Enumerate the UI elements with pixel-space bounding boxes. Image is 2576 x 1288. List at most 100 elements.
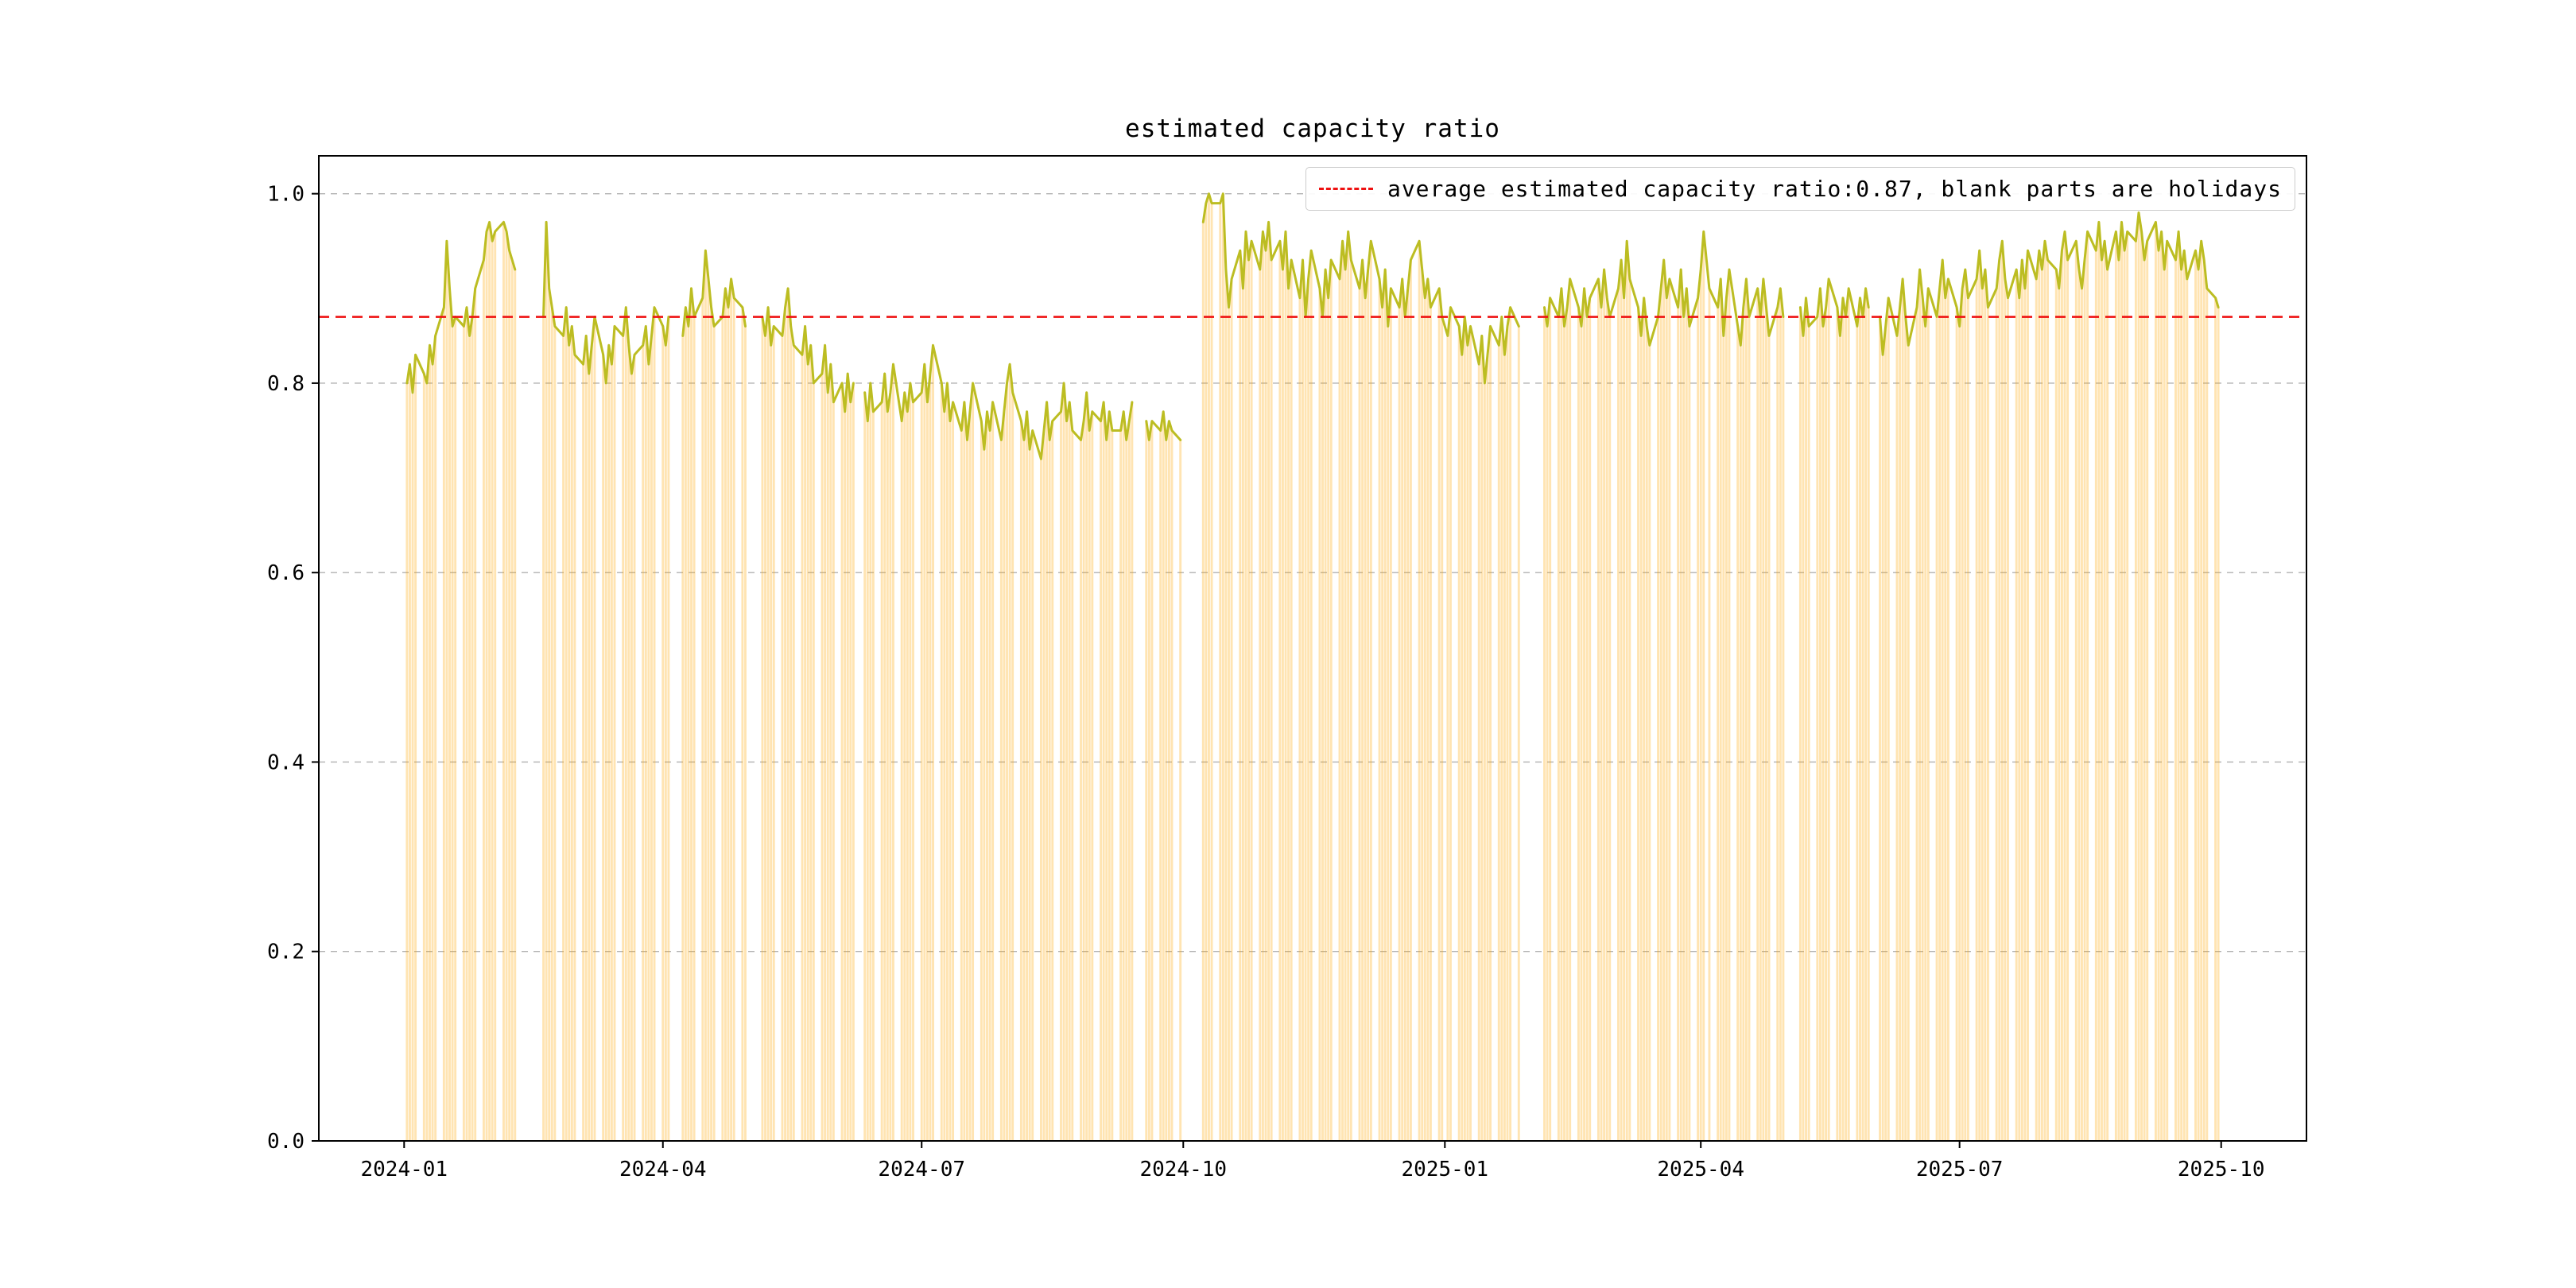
- day-bar: [1324, 269, 1327, 1142]
- day-bar: [1816, 316, 1819, 1141]
- day-bar: [1904, 316, 1907, 1141]
- day-bar: [1881, 355, 1884, 1141]
- day-bar: [542, 316, 545, 1141]
- day-bar: [661, 326, 665, 1142]
- day-bar: [772, 326, 775, 1142]
- day-bar: [744, 326, 747, 1142]
- day-bar: [1645, 326, 1648, 1142]
- day-bar: [627, 345, 630, 1141]
- day-bar: [1446, 336, 1449, 1141]
- day-bar: [1798, 307, 1802, 1141]
- day-bar: [1461, 355, 1464, 1141]
- day-bar: [832, 402, 835, 1141]
- day-bar: [1423, 297, 1426, 1142]
- day-bar: [1449, 307, 1452, 1141]
- day-bar: [2097, 222, 2101, 1141]
- day-bar: [2106, 269, 2109, 1142]
- day-bar: [1201, 222, 1205, 1141]
- day-bar: [1298, 297, 1302, 1142]
- day-bar: [684, 307, 687, 1141]
- day-bar: [1697, 297, 1700, 1142]
- day-bar: [1895, 336, 1899, 1141]
- day-bar: [1264, 250, 1267, 1141]
- day-bar: [491, 241, 494, 1142]
- day-bar: [1250, 241, 1253, 1142]
- day-bar: [2058, 288, 2061, 1141]
- day-bar: [721, 316, 724, 1141]
- day-bar: [1623, 297, 1626, 1142]
- day-bar: [2117, 260, 2120, 1141]
- day-bar: [1127, 421, 1131, 1141]
- day-bar: [1679, 269, 1682, 1142]
- day-bar: [1068, 402, 1071, 1141]
- day-bar: [732, 297, 735, 1142]
- day-bar: [1429, 307, 1432, 1141]
- day-bar: [1776, 307, 1779, 1141]
- day-bar: [607, 345, 611, 1141]
- day-bar: [510, 260, 514, 1141]
- day-bar: [960, 430, 963, 1141]
- x-tick-label: 2025-10: [2178, 1158, 2265, 1181]
- day-bar: [701, 297, 704, 1142]
- day-bar: [2083, 260, 2086, 1141]
- day-bar: [2214, 297, 2217, 1142]
- day-bar: [963, 402, 966, 1141]
- day-bar: [630, 374, 633, 1141]
- day-bar: [1278, 241, 1282, 1142]
- day-bar: [2066, 260, 2070, 1141]
- day-bar: [1205, 203, 1208, 1141]
- day-bar: [1549, 297, 1552, 1142]
- day-bar: [1304, 316, 1307, 1141]
- day-bar: [707, 278, 710, 1142]
- day-bar: [414, 355, 417, 1141]
- day-bar: [2023, 288, 2027, 1141]
- day-bar: [730, 278, 733, 1142]
- day-bar: [1847, 288, 1850, 1141]
- day-bar: [966, 440, 968, 1141]
- day-bar: [2007, 297, 2009, 1142]
- x-tick-label: 2024-01: [361, 1158, 448, 1181]
- day-bar: [727, 307, 730, 1141]
- day-bar: [1022, 440, 1026, 1141]
- day-bar: [886, 411, 889, 1141]
- day-bar: [1145, 421, 1148, 1141]
- day-bar: [653, 307, 656, 1141]
- day-bar: [764, 336, 766, 1141]
- day-bar: [1899, 307, 1902, 1141]
- day-bar: [1546, 326, 1549, 1142]
- day-bar: [1318, 288, 1321, 1141]
- day-bar: [411, 392, 414, 1142]
- day-bar: [1219, 203, 1222, 1141]
- day-bar: [1483, 382, 1486, 1141]
- day-bar: [687, 326, 690, 1142]
- day-bar: [1543, 307, 1546, 1141]
- day-bar: [1302, 260, 1304, 1141]
- day-bar: [1975, 278, 1978, 1142]
- day-bar: [1665, 297, 1668, 1142]
- day-bar: [1221, 193, 1224, 1141]
- day-bar: [1517, 326, 1520, 1142]
- day-bar: [1208, 193, 1210, 1141]
- day-bar: [980, 421, 983, 1141]
- day-bar: [1383, 269, 1387, 1142]
- day-bar: [1699, 269, 1702, 1142]
- day-bar: [1421, 269, 1424, 1142]
- day-bar: [573, 355, 576, 1141]
- day-bar: [1921, 297, 1924, 1142]
- day-bar: [1179, 440, 1182, 1141]
- day-bar: [1924, 326, 1927, 1142]
- day-bar: [1071, 430, 1074, 1141]
- day-bar: [2157, 250, 2160, 1141]
- day-bar: [1437, 288, 1441, 1141]
- day-bar: [1344, 269, 1347, 1142]
- day-bar: [1958, 326, 1961, 1142]
- day-bar: [925, 402, 929, 1141]
- day-bar: [2081, 288, 2083, 1141]
- day-bar: [812, 382, 815, 1141]
- day-bar: [1736, 326, 1740, 1142]
- day-bar: [1122, 411, 1125, 1141]
- day-bar: [1267, 222, 1271, 1141]
- day-bar: [1782, 316, 1785, 1141]
- day-bar: [1082, 421, 1085, 1141]
